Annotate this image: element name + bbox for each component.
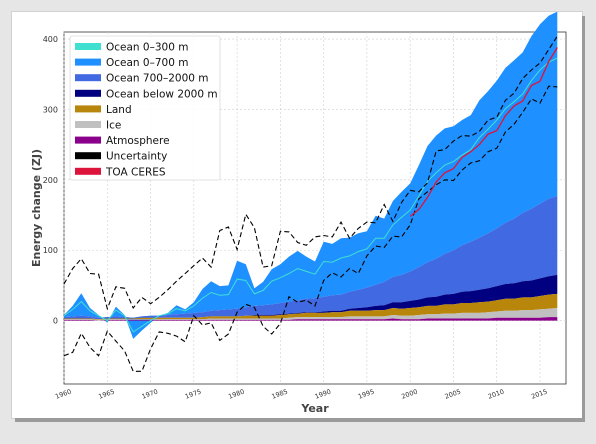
x-tick-label: 2015: [530, 388, 548, 401]
x-tick-label: 1965: [97, 388, 115, 401]
series-land: [64, 293, 558, 320]
energy-change-chart: 0 100 200 300 400 1960 1965 1970 1975 1980 1985 199…: [30, 12, 567, 415]
legend-label: Uncertainty: [106, 151, 167, 163]
y-tick-label: 400: [43, 35, 58, 44]
x-tick-label: 2005: [444, 388, 462, 401]
y-tick-label: 0: [53, 317, 58, 326]
x-tick-label: 1980: [227, 388, 245, 401]
y-axis-label: Energy change (ZJ): [30, 149, 43, 267]
legend-swatch: [75, 58, 101, 66]
x-axis-label: Year: [300, 402, 329, 415]
legend-swatch: [75, 121, 101, 128]
x-tick-label: 1985: [271, 388, 289, 401]
series-toa-ceres: [409, 47, 558, 217]
legend-swatch: [75, 167, 101, 175]
chart-card: 0 100 200 300 400 1960 1965 1970 1975 1980 1985 199…: [12, 12, 582, 418]
legend-label: Ocean 700–2000 m: [106, 73, 209, 85]
legend-label: Ocean 0–700 m: [106, 57, 188, 69]
series-ocean-0-700m: [64, 12, 558, 339]
legend-swatch: [75, 74, 101, 82]
legend-swatch: [75, 43, 101, 50]
legend-swatch: [75, 136, 101, 144]
series-ocean-0-300m: [63, 57, 558, 333]
legend-swatch: [75, 152, 101, 160]
legend: Ocean 0–300 m Ocean 0–700 m Ocean 700–2000…: [69, 35, 221, 181]
x-tick-label: 1995: [357, 388, 375, 401]
series-atmosphere: [64, 317, 558, 321]
legend-box: [69, 35, 221, 181]
legend-label: Ocean 0–300 m: [106, 42, 188, 54]
x-tick-label: 1990: [314, 388, 332, 401]
y-tick-label: 200: [43, 176, 58, 185]
x-tick-label: 1975: [184, 388, 202, 401]
y-tick-label: 300: [43, 105, 58, 114]
x-tick-label: 2010: [487, 388, 505, 401]
legend-label: Atmosphere: [106, 135, 170, 147]
legend-label: TOA CERES: [105, 166, 166, 178]
legend-label: Ocean below 2000 m: [106, 88, 218, 100]
series-ocean-below-2000m: [64, 274, 558, 320]
legend-label: Ice: [106, 120, 121, 132]
x-tick-label: 1970: [141, 388, 159, 401]
legend-swatch: [75, 105, 101, 113]
y-tick-label: 100: [43, 246, 58, 255]
legend-swatch: [75, 89, 101, 97]
series-ice: [64, 308, 558, 321]
x-tick-label: 1960: [54, 388, 72, 401]
series-ocean-700-2000m: [64, 196, 558, 320]
uncertainty-lower-line: [63, 85, 558, 372]
x-tick-label: 2000: [400, 388, 418, 401]
legend-label: Land: [106, 104, 132, 116]
uncertainty-upper-line: [63, 35, 558, 311]
